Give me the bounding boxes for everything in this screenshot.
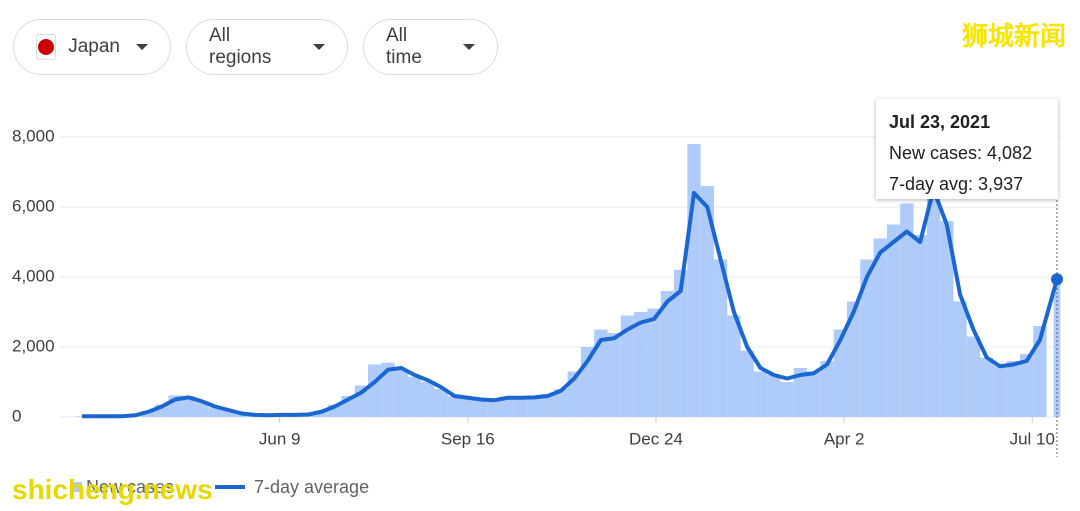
bar bbox=[501, 397, 515, 417]
bar bbox=[674, 270, 688, 417]
x-tick-label: Dec 24 bbox=[629, 429, 683, 448]
bar bbox=[660, 291, 675, 417]
bar bbox=[740, 350, 754, 417]
line bbox=[82, 187, 1059, 419]
legend-swatch bbox=[72, 482, 82, 492]
bar bbox=[394, 369, 408, 417]
bar bbox=[780, 382, 794, 417]
bar bbox=[713, 259, 728, 417]
bar bbox=[407, 376, 422, 417]
bar bbox=[926, 175, 941, 417]
y-tick-label: 8,000 bbox=[12, 126, 55, 145]
bar bbox=[447, 396, 462, 417]
bar bbox=[634, 312, 648, 417]
caret bbox=[136, 44, 148, 50]
tooltip-title: Jul 23, 2021 bbox=[889, 112, 991, 132]
bar bbox=[886, 224, 901, 417]
watermark: 狮城新闻 bbox=[961, 21, 1066, 51]
bar bbox=[461, 397, 475, 417]
bar bbox=[368, 364, 382, 417]
x-tick-label: Sep 16 bbox=[441, 429, 495, 448]
bar bbox=[953, 301, 967, 417]
bar bbox=[514, 396, 528, 417]
watermark: shicheng.news bbox=[12, 474, 213, 505]
bar bbox=[221, 410, 235, 417]
bar bbox=[753, 371, 768, 417]
bar bbox=[900, 203, 914, 417]
bar bbox=[141, 410, 156, 417]
bar bbox=[554, 389, 568, 417]
x-tick-label: Apr 2 bbox=[824, 429, 865, 448]
bar bbox=[807, 371, 821, 417]
bar bbox=[540, 394, 555, 417]
bar bbox=[620, 315, 635, 417]
legend-label: New cases bbox=[86, 477, 174, 497]
bar bbox=[527, 396, 541, 417]
time-select[interactable]: All time bbox=[363, 19, 498, 75]
bar bbox=[474, 398, 488, 417]
legend-label: 7-day average bbox=[254, 477, 369, 497]
bar bbox=[314, 410, 329, 417]
caret bbox=[463, 44, 475, 50]
bar bbox=[873, 238, 887, 417]
hover-dot bbox=[1051, 273, 1063, 286]
region-select[interactable]: All regions bbox=[186, 19, 348, 75]
label: Japan bbox=[68, 36, 120, 57]
label: All time bbox=[386, 25, 422, 68]
bar bbox=[913, 235, 927, 417]
bar bbox=[594, 329, 608, 417]
bar bbox=[833, 329, 847, 417]
bar bbox=[966, 336, 981, 417]
bar bbox=[820, 361, 834, 417]
y-tick-label: 4,000 bbox=[12, 266, 55, 285]
bar bbox=[860, 259, 874, 417]
y-tick-label: 0 bbox=[12, 406, 21, 425]
tooltip-line: New cases: 4,082 bbox=[889, 143, 1033, 163]
bar bbox=[1019, 354, 1034, 417]
x-tick-label: Jun 9 bbox=[259, 429, 301, 448]
bar bbox=[195, 402, 209, 417]
y-tick-label: 2,000 bbox=[12, 336, 55, 355]
bar bbox=[434, 389, 448, 417]
bar bbox=[181, 396, 196, 417]
bar bbox=[846, 301, 861, 417]
bar bbox=[993, 364, 1007, 417]
country-select[interactable]: Japan bbox=[13, 19, 171, 75]
label: All regions bbox=[209, 25, 272, 68]
bar bbox=[940, 221, 954, 417]
flag bbox=[36, 34, 57, 60]
bar bbox=[607, 333, 621, 417]
caret bbox=[313, 44, 325, 50]
tooltip: Jul 23, 2021 New cases: 4,082 7-day avg:… bbox=[876, 99, 1058, 199]
bar bbox=[727, 315, 741, 417]
bar bbox=[767, 375, 781, 417]
bar bbox=[700, 186, 714, 417]
bar bbox=[421, 382, 435, 417]
bar bbox=[793, 368, 808, 417]
bar bbox=[487, 400, 502, 417]
bar bbox=[381, 362, 395, 417]
bar bbox=[208, 407, 222, 417]
bar bbox=[687, 144, 701, 417]
y-tick-label: 6,000 bbox=[12, 196, 55, 215]
bar bbox=[647, 308, 661, 417]
x-tick-label: Jul 10 bbox=[1010, 429, 1055, 448]
tooltip-line: 7-day avg: 3,937 bbox=[889, 174, 1024, 194]
bar bbox=[1006, 361, 1020, 417]
bar bbox=[980, 357, 994, 417]
